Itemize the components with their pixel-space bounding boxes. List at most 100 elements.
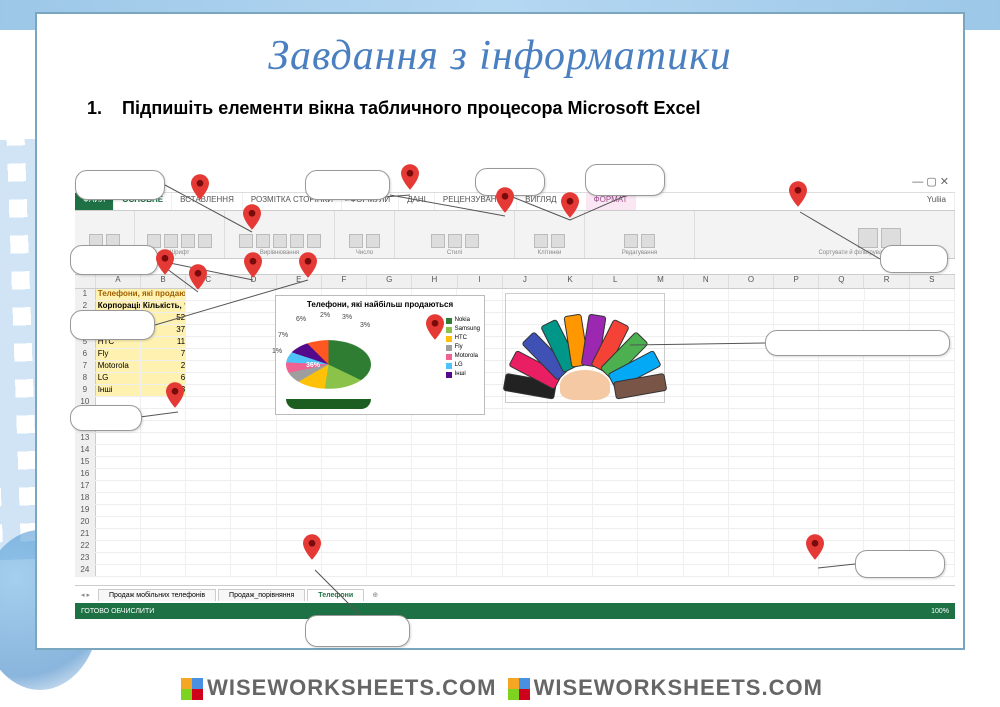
grid-row: 17 [75,481,955,493]
legend-item: Samsung [446,325,480,334]
map-pin-icon [789,181,807,207]
column-header[interactable]: Q [819,275,864,288]
wm-text: WISEWORKSHEETS.COM [207,675,496,700]
map-pin-icon [299,252,317,278]
pie-pct: 2% [320,312,330,319]
phones-image[interactable] [505,293,665,403]
new-sheet-button[interactable]: ⊕ [364,591,386,599]
answer-box[interactable] [75,170,165,200]
pie-graphic [286,340,371,389]
column-header[interactable]: J [503,275,548,288]
answer-box[interactable] [70,310,155,340]
column-header[interactable]: I [458,275,503,288]
grid-row: 14 [75,445,955,457]
map-pin-icon [426,314,444,340]
answer-box[interactable] [855,550,945,578]
formula-bar-row: A1 fx [75,259,955,275]
task-line: 1. Підпишіть елементи вікна табличного п… [37,80,963,129]
grid-row: 20 [75,517,955,529]
map-pin-icon [244,252,262,278]
sheet-tab[interactable]: Телефони [307,589,364,601]
grid-row: 24 [75,565,955,577]
pie-pct: 7% [278,332,288,339]
ribbon: Буфер обмінуШрифтВирівнюванняЧислоСтиліК… [75,211,955,259]
pie-pct: 3% [342,314,352,321]
grid-row: 11 [75,409,955,421]
column-header[interactable]: O [729,275,774,288]
column-header[interactable]: B [141,275,186,288]
watermark: WISEWORKSHEETS.COM WISEWORKSHEETS.COM [0,675,1000,701]
wm-text: WISEWORKSHEETS.COM [534,675,823,700]
answer-box[interactable] [880,245,948,273]
column-header[interactable]: R [864,275,909,288]
window-controls[interactable]: — ▢ ✕ [912,175,949,188]
map-pin-icon [189,264,207,290]
pie-pct: 6% [296,316,306,323]
column-header[interactable]: K [548,275,593,288]
column-header[interactable]: S [910,275,955,288]
legend-item: HTC [446,334,480,343]
answer-box[interactable] [70,405,142,431]
grid-row: 15 [75,457,955,469]
map-pin-icon [561,192,579,218]
map-pin-icon [806,534,824,560]
pie-pct: 1% [272,348,282,355]
map-pin-icon [191,174,209,200]
map-pin-icon [156,249,174,275]
status-bar: ГОТОВО ОБЧИСЛИТИ 100% [75,603,955,619]
sheet-tab[interactable]: Продаж мобільних телефонів [98,589,216,601]
grid-row: 12 [75,421,955,433]
wm-logo-icon [181,678,203,700]
ribbon-group[interactable]: Редагування [585,211,695,258]
task-number: 1. [87,98,117,119]
sheet-tabs-bar: ◂ ▸Продаж мобільних телефонівПродаж_порі… [75,585,955,603]
answer-box[interactable] [765,330,950,356]
answer-box[interactable] [305,615,410,647]
legend-item: Fly [446,343,480,352]
phones-fan [585,386,595,396]
sheet-nav-buttons[interactable]: ◂ ▸ [75,591,96,599]
chart-title: Телефони, які найбільш продаються [276,296,484,313]
column-header[interactable]: H [412,275,457,288]
column-header[interactable]: N [684,275,729,288]
column-header[interactable]: P [774,275,819,288]
legend-item: LG [446,361,480,370]
column-headers: ABCDEFGHIJKLMNOPQRS [75,275,955,289]
page-title: Завдання з інформатики [37,32,963,80]
pie-3d-side [286,399,371,409]
pie-pct-main: 36% [306,362,320,369]
pie-pct: 3% [360,322,370,329]
column-header[interactable]: M [638,275,683,288]
legend-item: Motorola [446,352,480,361]
task-text: Підпишіть елементи вікна табличного проц… [122,98,701,118]
legend-item: Інші [446,370,480,379]
map-pin-icon [243,204,261,230]
grid-row: 18 [75,493,955,505]
map-pin-icon [303,534,321,560]
map-pin-icon [496,187,514,213]
column-header[interactable]: G [367,275,412,288]
ribbon-tab[interactable]: ДАНІ [399,193,435,210]
answer-box[interactable] [585,164,665,196]
map-pin-icon [166,382,184,408]
legend-item: Nokia [446,316,480,325]
map-pin-icon [401,164,419,190]
sheet-tab[interactable]: Продаж_порівняння [218,589,305,601]
column-header[interactable]: A [96,275,141,288]
account-label[interactable]: Yuliia [919,193,955,210]
column-header[interactable]: L [593,275,638,288]
pie-container: 36% 7% 6% 2% 3% 3% 1% [286,322,371,409]
answer-box[interactable] [70,245,158,275]
status-right: 100% [931,608,949,615]
ribbon-group[interactable]: Клітинки [515,211,585,258]
grid-row: 13 [75,433,955,445]
status-left: ГОТОВО ОБЧИСЛИТИ [81,608,154,615]
grid-row: 19 [75,505,955,517]
column-header[interactable]: F [322,275,367,288]
ribbon-group[interactable]: Вирівнювання [225,211,335,258]
ribbon-group[interactable]: Число [335,211,395,258]
pie-chart[interactable]: Телефони, які найбільш продаються 36% 7%… [275,295,485,415]
wm-logo-icon [508,678,530,700]
ribbon-group[interactable]: Стилі [395,211,515,258]
answer-box[interactable] [305,170,390,200]
